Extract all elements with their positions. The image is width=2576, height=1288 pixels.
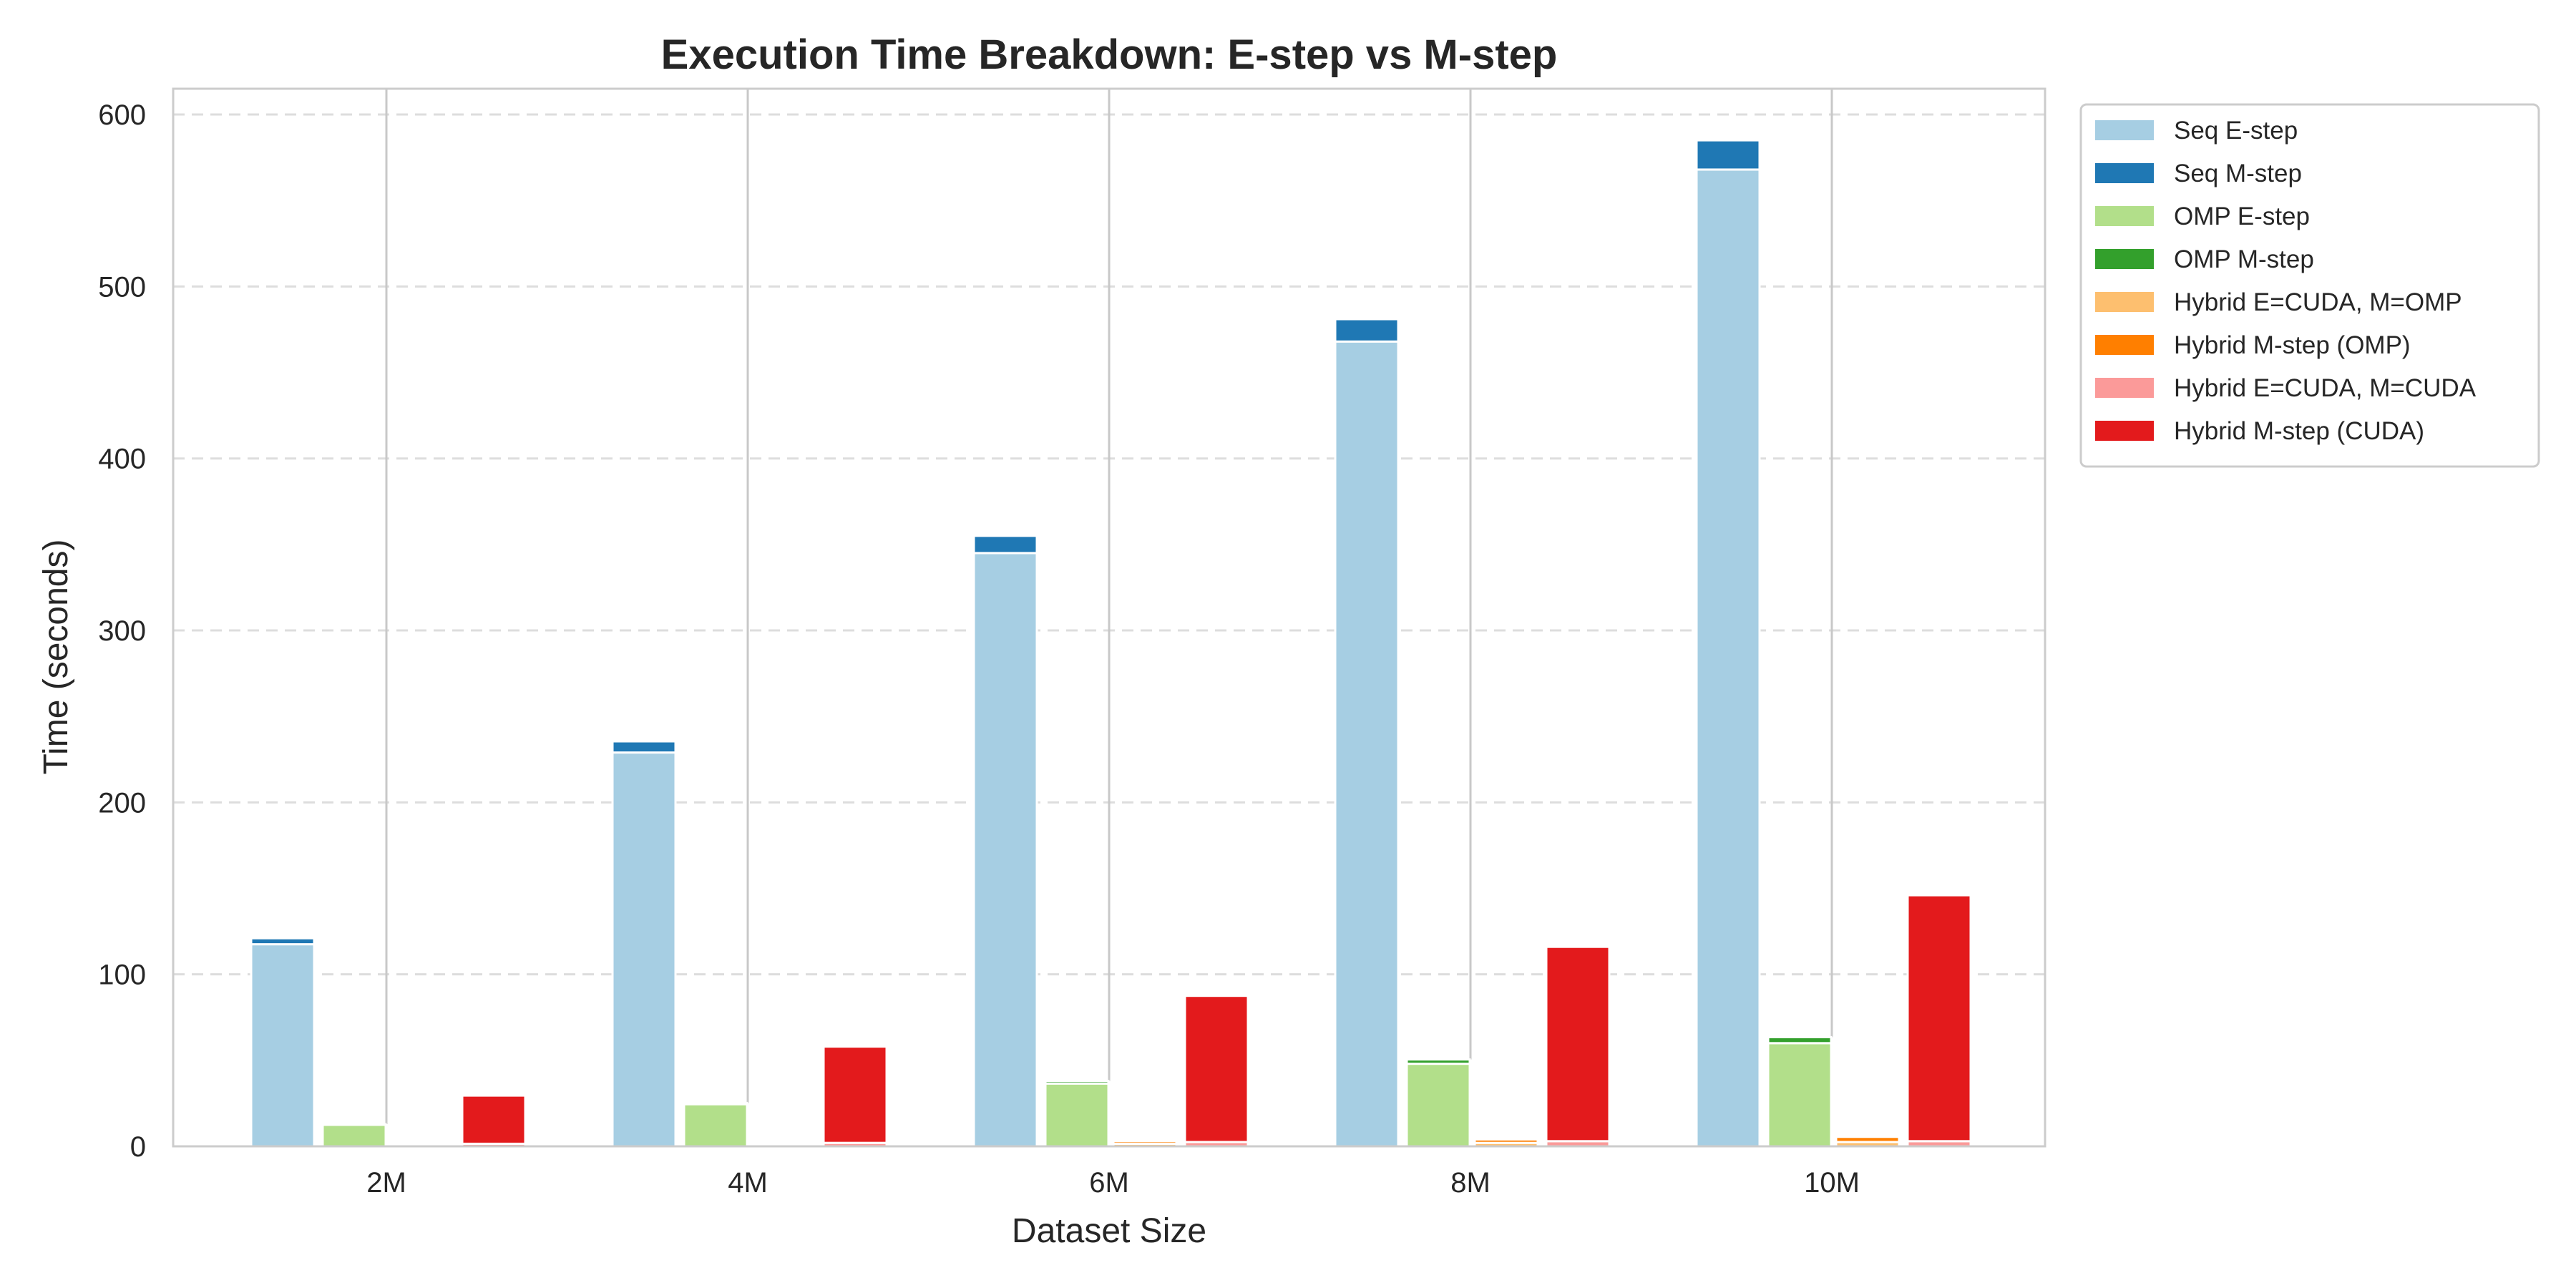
bar-seq-m-step-2m [250,937,316,946]
bar-omp-e-step-6m [1044,1082,1110,1148]
bar-seq-m-step-6m [972,535,1038,555]
legend-swatch-omp-m-step [2095,249,2154,269]
x-tick-label-8m: 8M [1450,1167,1491,1199]
y-tick-label-500: 500 [98,271,146,303]
x-tick-label-10m: 10M [1804,1167,1860,1199]
legend-label-hybrid-e-cuda-m-cuda: Hybrid E=CUDA, M=CUDA [2174,374,2477,402]
legend-label-hybrid-m-step-omp: Hybrid M-step (OMP) [2174,331,2411,359]
x-axis-ticks: 2M 4M 6M 8M 10M [366,1167,1860,1199]
bar-seq-e-step-2m [250,943,316,1148]
legend-label-hybrid-m-step-cuda: Hybrid M-step (CUDA) [2174,417,2424,445]
bar-seq-m-step-4m [611,740,677,754]
bar-omp-e-step-2m [321,1123,387,1148]
y-tick-label-100: 100 [98,960,146,991]
legend-label-omp-m-step: OMP M-step [2174,245,2314,273]
bar-seq-e-step-8m [1334,340,1400,1148]
divider-layer [385,89,1833,1124]
bar-hybrid-m-step-cuda-10m [1906,894,1972,1143]
legend: Seq E-step Seq M-step OMP E-step OMP M-step… [2079,103,2540,468]
y-tick-label-0: 0 [130,1131,146,1163]
bar-omp-e-step-4m [683,1103,748,1148]
plot-frame [172,87,2046,1148]
x-tick-label-2m: 2M [366,1167,406,1199]
legend-label-hybrid-e-cuda-m-omp: Hybrid E=CUDA, M=OMP [2174,288,2462,316]
x-tick-label-6m: 6M [1089,1167,1129,1199]
x-axis-label: Dataset Size [1012,1212,1206,1250]
chart-title: Execution Time Breakdown: E-step vs M-st… [661,31,1558,78]
legend-swatch-seq-m-step [2095,163,2154,183]
bar-seq-e-step-4m [611,751,677,1148]
bar-hybrid-m-step-omp-6m [1112,1140,1178,1145]
bar-seq-e-step-6m [972,552,1038,1148]
legend-label-seq-m-step: Seq M-step [2174,160,2302,187]
y-axis-ticks: 0 100 200 300 400 500 600 [98,99,146,1163]
legend-swatch-hybrid-e-cuda-m-omp [2095,292,2154,312]
bar-hybrid-m-step-cuda-6m [1184,995,1249,1143]
legend-swatch-hybrid-e-cuda-m-cuda [2095,378,2154,398]
legend-swatch-seq-e-step [2095,120,2154,140]
bar-layer [250,139,1972,1148]
legend-swatch-hybrid-m-step-cuda [2095,421,2154,441]
legend-swatch-hybrid-m-step-omp [2095,335,2154,355]
bar-hybrid-m-step-omp-4m [751,1141,816,1146]
bar-hybrid-m-step-cuda-8m [1545,945,1611,1143]
bar-omp-m-step-2m [321,1123,387,1126]
bar-hybrid-m-step-omp-8m [1473,1138,1539,1144]
y-tick-label-400: 400 [98,444,146,475]
legend-label-seq-e-step: Seq E-step [2174,117,2298,145]
bar-omp-m-step-8m [1405,1058,1471,1065]
bar-omp-m-step-4m [683,1101,748,1106]
bar-hybrid-m-step-cuda-4m [822,1045,888,1144]
bar-omp-m-step-10m [1767,1035,1833,1045]
y-axis-label: Time (seconds) [37,540,75,775]
bar-seq-e-step-10m [1695,168,1761,1148]
bar-omp-e-step-10m [1767,1042,1833,1148]
bar-omp-e-step-8m [1405,1063,1471,1148]
legend-label-omp-e-step: OMP E-step [2174,203,2310,230]
bar-seq-m-step-10m [1695,139,1761,171]
legend-frame [2079,103,2540,468]
x-tick-label-4m: 4M [728,1167,768,1199]
bar-seq-m-step-8m [1334,318,1400,343]
y-tick-label-600: 600 [98,99,146,131]
bar-omp-m-step-6m [1044,1080,1110,1085]
y-tick-label-300: 300 [98,615,146,647]
legend-swatch-omp-e-step [2095,206,2154,226]
y-tick-label-200: 200 [98,787,146,819]
bar-hybrid-m-step-cuda-2m [461,1094,527,1145]
bar-hybrid-m-step-omp-10m [1835,1136,1901,1143]
